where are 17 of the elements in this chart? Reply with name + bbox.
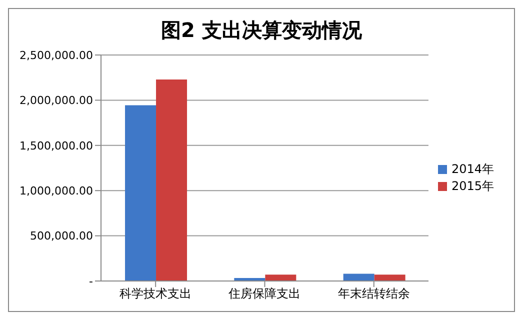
bar — [343, 274, 374, 281]
bar — [125, 105, 156, 281]
bar — [265, 274, 296, 281]
y-tick-label: 500,000.00 — [30, 230, 93, 243]
bar — [374, 274, 406, 281]
chart-title: 图2 支出决算变动情况 — [160, 17, 363, 44]
y-tick-label: 2,000,000.00 — [20, 94, 93, 108]
y-tick-label: - — [89, 274, 94, 288]
legend-label: 2015年 — [451, 179, 494, 193]
y-tick-label: 1,000,000.00 — [20, 184, 93, 198]
y-tick-label: 2,500,000.00 — [20, 48, 93, 62]
bar — [156, 80, 188, 281]
x-tick-label: 年末结转结余 — [338, 286, 410, 301]
legend-label: 2014年 — [451, 162, 494, 176]
x-tick-label: 住房保障支出 — [228, 286, 301, 301]
x-tick-label: 科学技术支出 — [120, 286, 192, 301]
y-tick-label: 1,500,000.00 — [20, 139, 93, 152]
